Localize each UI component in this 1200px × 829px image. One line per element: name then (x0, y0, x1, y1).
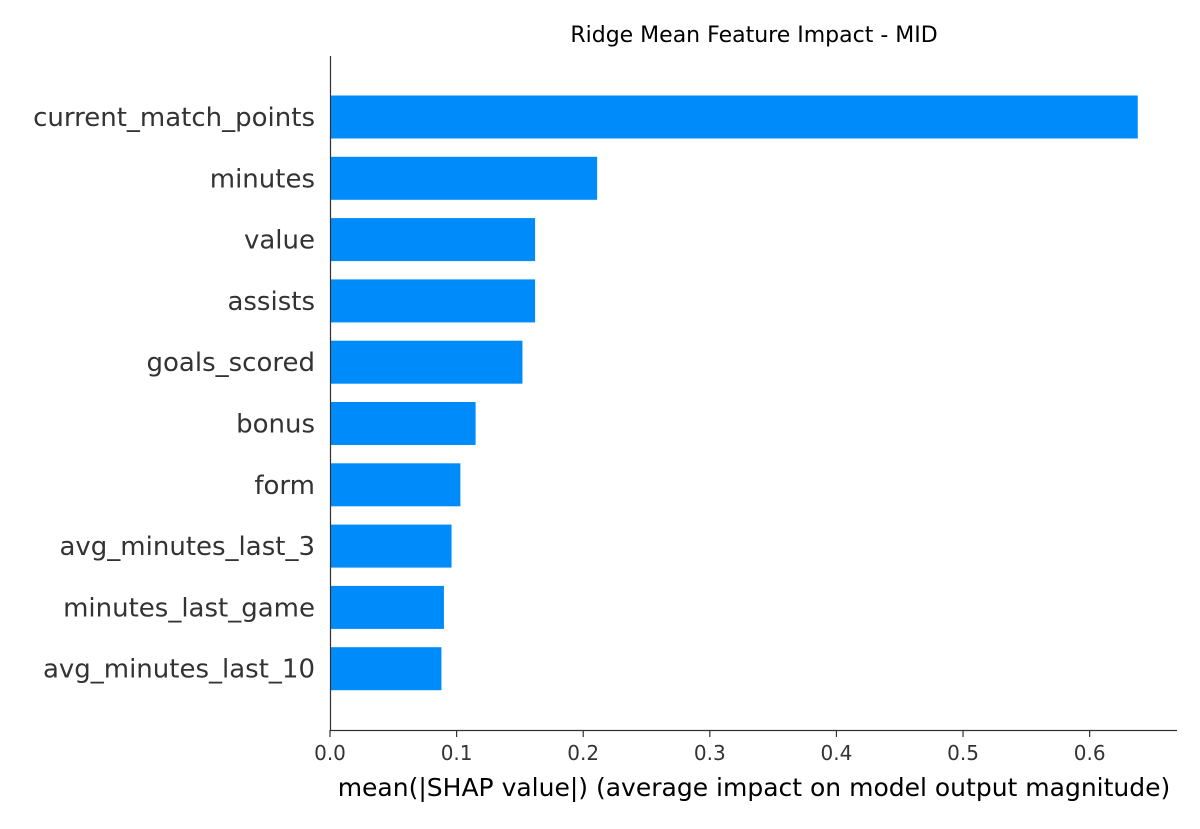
x-tick-label: 0.4 (821, 741, 853, 765)
bar-minutes (331, 156, 598, 200)
bar-value (331, 218, 536, 262)
y-tick-label: minutes (210, 164, 315, 194)
bar-assists (331, 279, 536, 323)
y-tick-label: current_match_points (33, 103, 315, 133)
x-tick-labels: 0.0 0.1 0.2 0.3 0.4 0.5 0.6 (314, 730, 1106, 765)
bar-minutes-last-game (331, 585, 444, 629)
chart-title: Ridge Mean Feature Impact - MID (570, 23, 937, 48)
y-tick-label: form (254, 471, 315, 501)
x-axis-label: mean(|SHAP value|) (average impact on mo… (338, 773, 1171, 802)
y-tick-label: assists (227, 287, 315, 317)
x-tick-label: 0.2 (567, 741, 599, 765)
bar-goals-scored (331, 340, 523, 384)
y-tick-label: avg_minutes_last_3 (59, 532, 315, 562)
bars-group (331, 95, 1138, 691)
y-tick-label: value (244, 226, 315, 256)
y-tick-label: minutes_last_game (63, 593, 315, 623)
x-tick-label: 0.6 (1074, 741, 1106, 765)
x-tick-label: 0.5 (947, 741, 979, 765)
x-tick-label: 0.1 (441, 741, 473, 765)
bar-avg-minutes-last-3 (331, 524, 452, 568)
bar-current-match-points (331, 95, 1138, 139)
bar-form (331, 463, 461, 507)
y-tick-label: avg_minutes_last_10 (43, 655, 315, 685)
y-tick-label: goals_scored (147, 348, 315, 378)
x-tick-label: 0.0 (314, 741, 346, 765)
x-tick-label: 0.3 (694, 741, 726, 765)
y-tick-label: bonus (236, 410, 315, 440)
bar-bonus (331, 402, 476, 445)
bar-avg-minutes-last-10 (331, 647, 442, 691)
